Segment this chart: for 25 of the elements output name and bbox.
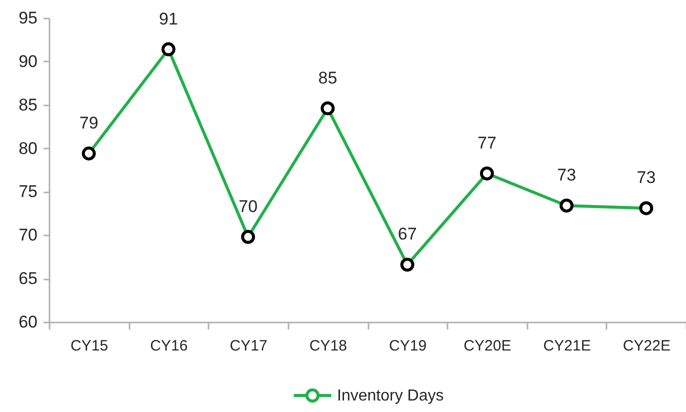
legend-label: Inventory Days [337, 388, 444, 404]
y-tick-label: 85 [18, 95, 38, 114]
y-tick-label: 70 [18, 226, 38, 245]
y-tick-label: 65 [18, 269, 38, 288]
x-tick-label: CY15 [70, 338, 108, 354]
y-tick-label: 80 [18, 138, 38, 158]
x-tick-label: CY20E [464, 338, 512, 354]
data-label: 73 [557, 166, 576, 185]
x-tick-label: CY17 [230, 338, 268, 354]
data-label: 70 [238, 196, 258, 216]
data-label: 85 [318, 68, 338, 88]
x-tick-label: CY16 [150, 338, 188, 354]
x-tick-label: CY22E [622, 338, 670, 354]
y-tick-label: 75 [18, 182, 38, 202]
y-tick-label: 60 [18, 312, 38, 332]
data-label: 67 [398, 224, 417, 244]
y-tick-label: 95 [18, 8, 38, 28]
x-tick-label: CY21E [543, 338, 591, 354]
data-label: 91 [158, 9, 178, 28]
data-label: 73 [636, 168, 656, 188]
x-tick-label: CY19 [389, 338, 427, 354]
x-tick-label: CY18 [309, 338, 347, 354]
data-label: 79 [79, 113, 98, 132]
data-label: 77 [477, 133, 496, 152]
y-tick-label: 90 [18, 52, 38, 71]
